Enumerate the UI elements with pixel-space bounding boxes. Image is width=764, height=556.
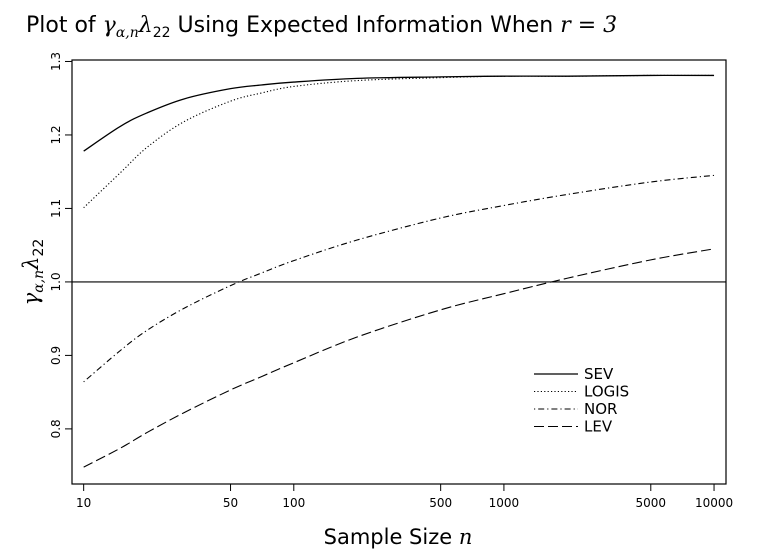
y-axis: 0.8 0.9 1.0 1.1 1.2 1.3: [49, 52, 72, 438]
title-prefix: Plot of: [26, 13, 103, 38]
y-tick-label: 0.9: [49, 346, 63, 365]
y-axis-label-lambda: λ: [19, 257, 43, 271]
title-lambda: λ: [138, 13, 153, 38]
x-axis-label-var: n: [459, 525, 473, 549]
y-tick-label: 1.2: [49, 125, 63, 144]
x-axis: 10 50 100 500 1000 5000 10000: [76, 483, 733, 510]
legend-label-logis: LOGIS: [584, 383, 629, 401]
series-line-logis: [83, 74, 715, 209]
y-tick-label: 1.0: [49, 272, 63, 291]
legend-label-sev: SEV: [584, 365, 614, 383]
legend-label-nor: NOR: [584, 400, 617, 418]
y-tick-label: 1.1: [49, 199, 63, 218]
title-middle: Using Expected Information When: [171, 13, 561, 38]
y-axis-label-lambda-sub: 22: [31, 239, 47, 257]
series-line-nor: [83, 174, 715, 383]
y-axis-label-gamma: γ: [19, 292, 43, 305]
x-tick-label: 10000: [695, 496, 733, 510]
x-tick-label: 1000: [489, 496, 520, 510]
legend-label-lev: LEV: [584, 418, 613, 436]
series-line-lev: [83, 248, 715, 468]
x-tick-label: 100: [282, 496, 305, 510]
y-axis-label: γα,nλ22: [19, 239, 47, 306]
chart-title: Plot of γα,nλ22 Using Expected Informati…: [26, 13, 617, 41]
x-tick-label: 5000: [636, 496, 667, 510]
y-tick-label: 1.3: [49, 52, 63, 71]
y-tick-label: 0.8: [49, 419, 63, 438]
x-tick-label: 50: [223, 496, 238, 510]
title-gamma: γ: [103, 13, 117, 38]
title-gamma-sub: α,n: [116, 25, 139, 41]
title-lambda-sub: 22: [153, 25, 171, 41]
title-r-eq: r = 3: [560, 13, 617, 38]
y-axis-label-gamma-sub: α,n: [31, 270, 47, 293]
x-axis-label-text: Sample Size: [324, 525, 459, 549]
x-tick-label: 500: [429, 496, 452, 510]
series-group: [83, 74, 715, 468]
x-axis-label: Sample Size n: [324, 525, 473, 549]
series-line-sev: [83, 74, 715, 152]
x-tick-label: 10: [76, 496, 91, 510]
